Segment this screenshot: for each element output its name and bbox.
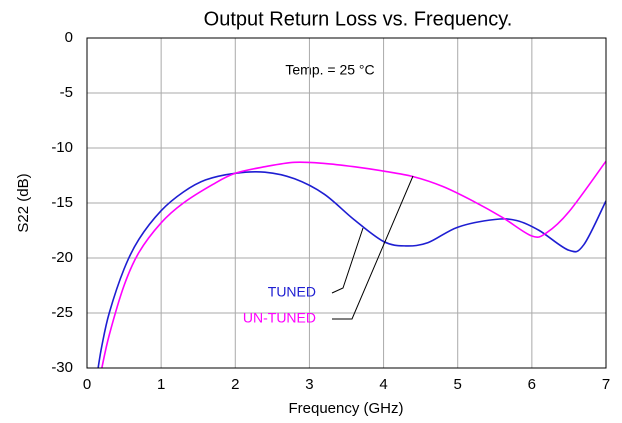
y-tick-label: -15 [51,194,73,211]
line-series [97,171,606,368]
y-tick-label: -10 [51,139,73,156]
x-tick-label: 3 [305,376,313,393]
series-label: TUNED [268,284,316,300]
x-axis-label: Frequency (GHz) [288,400,403,417]
y-tick-label: -5 [60,84,73,101]
series-label: UN-TUNED [243,310,316,326]
y-tick-label: 0 [65,29,73,46]
plot-frame [86,37,607,369]
chart-title: Output Return Loss vs. Frequency. [204,8,513,30]
annotation: Temp. = 25 °C [285,62,374,78]
leader-line [332,175,414,320]
line-series [101,160,606,368]
x-tick-label: 7 [602,376,610,393]
x-tick-label: 2 [231,376,239,393]
x-tick-label: 1 [157,376,165,393]
x-tick-label: 6 [528,376,536,393]
x-tick-label: 0 [83,376,91,393]
x-tick-label: 5 [454,376,462,393]
leader-line [331,227,364,294]
y-tick-label: -30 [51,359,73,376]
y-axis-label: S22 (dB) [15,173,32,232]
x-tick-label: 4 [379,376,387,393]
y-tick-label: -20 [51,249,73,266]
y-tick-label: -25 [51,304,73,321]
